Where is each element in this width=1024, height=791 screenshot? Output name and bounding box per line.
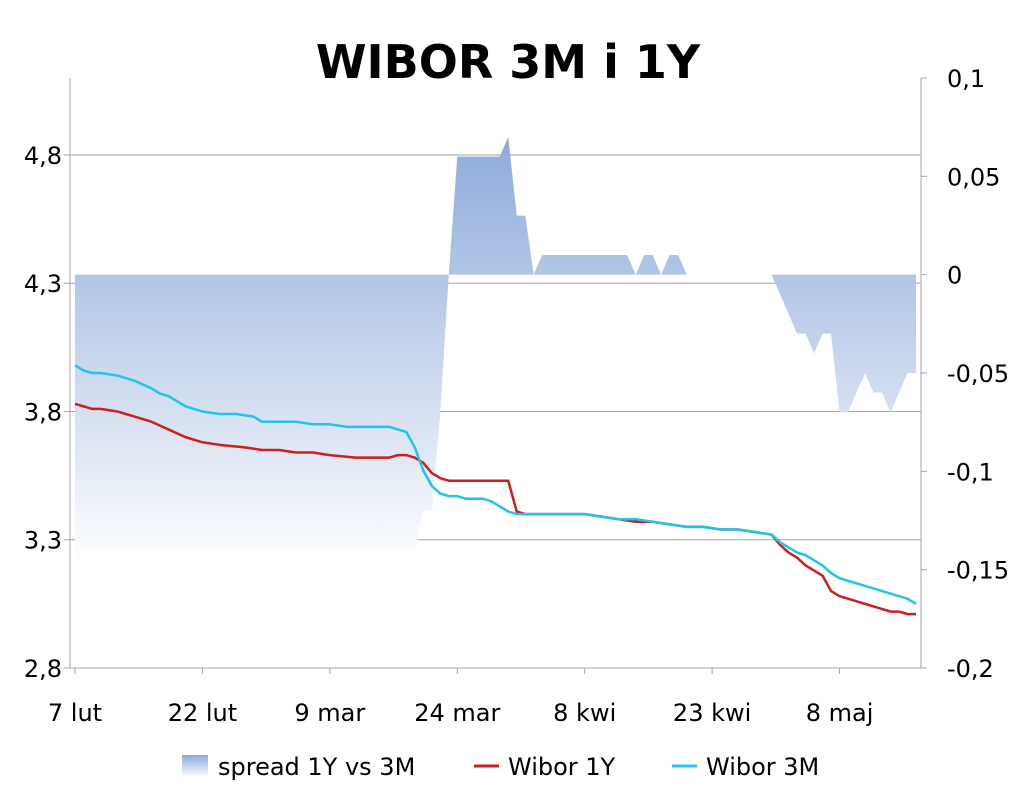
legend-label-wibor-3m: Wibor 3M xyxy=(706,753,819,781)
legend: spread 1Y vs 3M Wibor 1Y Wibor 3M xyxy=(182,753,819,781)
x-tick-label: 7 lut xyxy=(48,699,102,727)
legend-label-wibor-1y: Wibor 1Y xyxy=(508,753,616,781)
x-tick-label: 8 kwi xyxy=(553,699,616,727)
right-axis-ticks: -0,2 -0,15 -0,1 -0,05 0 0,05 0,1 xyxy=(921,65,1009,683)
x-tick-label: 23 kwi xyxy=(673,699,751,727)
x-tick-label: 22 lut xyxy=(168,699,237,727)
right-tick-label: -0,2 xyxy=(947,655,994,683)
legend-label-spread: spread 1Y vs 3M xyxy=(218,753,415,781)
spread-area xyxy=(75,137,916,570)
x-axis-ticks: 7 lut 22 lut 9 mar 24 mar 8 kwi 23 kwi 8 maj xyxy=(48,668,873,727)
wibor-3m-line xyxy=(74,364,917,605)
chart-title: WIBOR 3M i 1Y xyxy=(316,35,701,89)
spread-area-mark xyxy=(75,137,916,570)
left-axis-ticks: 2,8 3,3 3,8 4,3 4,8 xyxy=(24,142,70,683)
x-tick-label: 24 mar xyxy=(414,699,500,727)
x-tick-label: 8 maj xyxy=(806,699,874,727)
left-tick-label: 4,3 xyxy=(24,270,62,298)
left-tick-label: 2,8 xyxy=(24,655,62,683)
left-tick-label: 4,8 xyxy=(24,142,62,170)
series-lines xyxy=(74,364,917,616)
right-tick-label: -0,05 xyxy=(947,360,1009,388)
right-tick-label: 0,1 xyxy=(947,65,985,93)
wibor-1y-line xyxy=(74,402,916,616)
right-tick-label: 0 xyxy=(947,262,962,290)
left-tick-label: 3,3 xyxy=(24,527,62,555)
right-tick-label: -0,15 xyxy=(947,557,1009,585)
left-tick-label: 3,8 xyxy=(24,398,62,426)
legend-swatch-spread xyxy=(182,755,208,777)
right-tick-label: 0,05 xyxy=(947,163,1000,191)
right-tick-label: -0,1 xyxy=(947,458,994,486)
x-tick-label: 9 mar xyxy=(294,699,365,727)
